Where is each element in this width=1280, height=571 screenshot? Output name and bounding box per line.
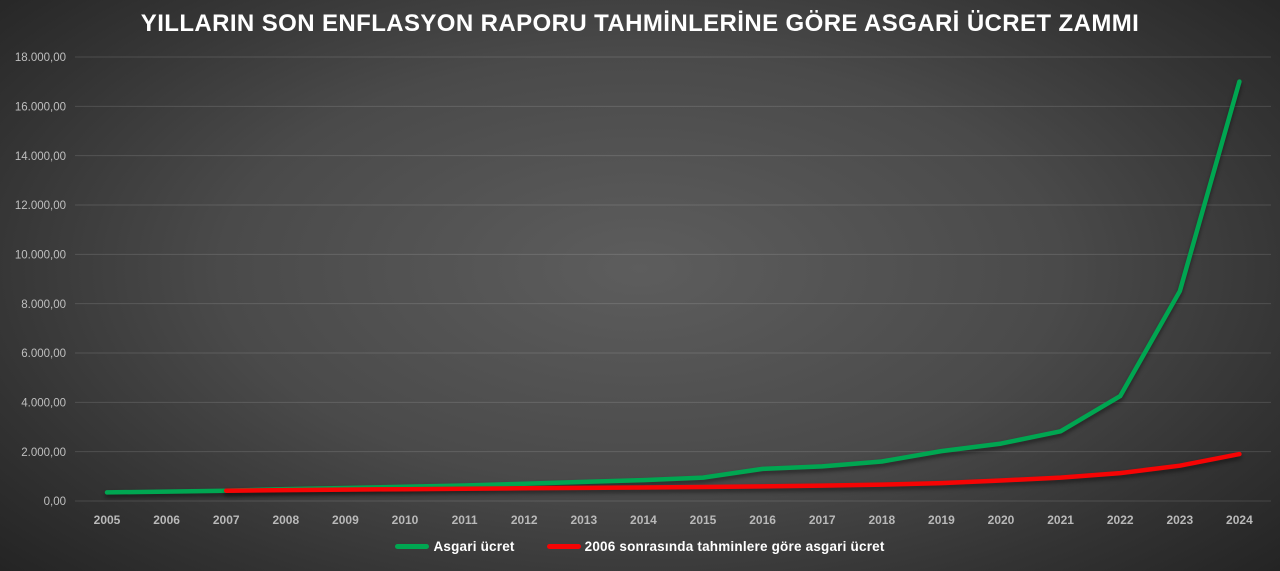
y-tick-label: 6.000,00 (21, 348, 66, 360)
x-tick-label: 2023 (1166, 513, 1193, 527)
x-tick-label: 2006 (153, 513, 180, 527)
y-tick-label: 18.000,00 (15, 52, 66, 64)
x-tick-label: 2005 (94, 513, 121, 527)
legend-label: 2006 sonrasında tahminlere göre asgari ü… (584, 539, 885, 554)
x-tick-label: 2011 (452, 513, 478, 527)
x-tick-label: 2021 (1047, 513, 1074, 527)
x-tick-label: 2017 (809, 513, 836, 527)
series-line-0 (104, 79, 1242, 495)
x-tick-label: 2016 (749, 513, 776, 527)
y-tick-label: 2.000,00 (21, 447, 66, 459)
x-tick-label: 2010 (392, 513, 419, 527)
y-tick-label: 10.000,00 (15, 250, 66, 262)
x-tick-label: 2008 (272, 513, 299, 527)
y-tick-label: 14.000,00 (15, 151, 66, 163)
y-tick-label: 0,00 (44, 496, 66, 508)
x-tick-label: 2013 (570, 513, 597, 527)
y-tick-label: 4.000,00 (21, 398, 66, 410)
chart-title: YILLARIN SON ENFLASYON RAPORU TAHMİNLERİ… (140, 10, 1140, 37)
y-tick-label: 12.000,00 (15, 200, 66, 212)
x-tick-label: 2009 (332, 513, 359, 527)
x-tick-label: 2007 (213, 513, 240, 527)
legend-label: Asgari ücret (433, 539, 515, 554)
x-tick-label: 2020 (988, 513, 1015, 527)
legend-item-asgari-ucret: Asgari ücret (395, 539, 514, 554)
series-line-1 (223, 451, 1242, 493)
x-tick-label: 2019 (928, 513, 955, 527)
x-tick-label: 2015 (690, 513, 717, 527)
x-tick-label: 2012 (511, 513, 538, 527)
x-tick-label: 2018 (868, 513, 895, 527)
y-tick-label: 8.000,00 (21, 299, 66, 311)
legend-swatch-red (546, 544, 581, 549)
x-tick-label: 2024 (1226, 513, 1253, 527)
x-tick-label: 2014 (630, 513, 657, 527)
y-tick-label: 16.000,00 (15, 102, 66, 114)
legend-item-tahmin: 2006 sonrasında tahminlere göre asgari ü… (546, 539, 885, 554)
x-tick-label: 2022 (1107, 513, 1134, 527)
legend-swatch-green (395, 544, 430, 549)
legend: Asgari ücret 2006 sonrasında tahminlere … (0, 539, 1280, 554)
